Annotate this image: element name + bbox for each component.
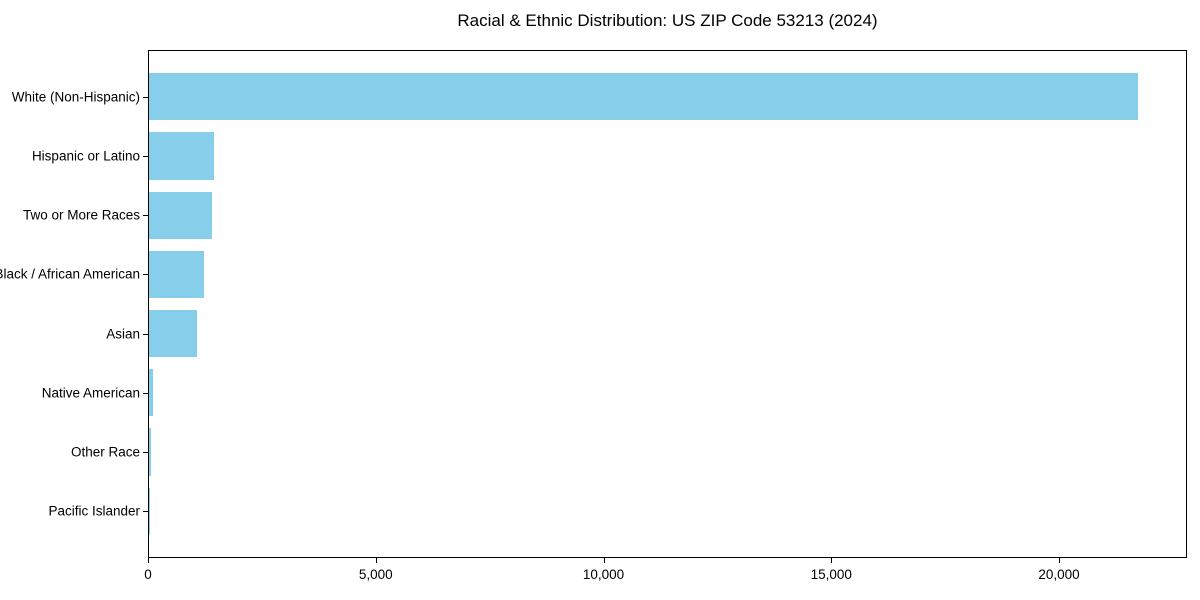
- x-axis-tick: [831, 558, 833, 563]
- x-axis-tick-label: 10,000: [582, 567, 625, 582]
- bar-hispanic-or-latino: [149, 132, 215, 180]
- y-axis-tick: [143, 155, 148, 157]
- x-axis-tick-label: 0: [144, 567, 152, 582]
- x-axis-tick-label: 15,000: [810, 567, 852, 582]
- x-axis-tick-label: 5,000: [358, 567, 393, 582]
- y-axis-tick: [143, 96, 148, 98]
- y-axis-tick: [143, 452, 148, 454]
- y-axis-label: Black / African American: [0, 266, 140, 282]
- y-axis-label: Native American: [41, 385, 140, 401]
- chart-title: Racial & Ethnic Distribution: US ZIP Cod…: [457, 11, 878, 30]
- y-axis-tick: [143, 511, 148, 513]
- bar-white-non-hispanic: [149, 73, 1139, 121]
- y-axis-tick: [143, 215, 148, 217]
- y-axis-tick: [143, 333, 148, 335]
- plot-area: [148, 50, 1187, 558]
- bar-black-african-american: [149, 250, 204, 299]
- y-axis-label: Asian: [106, 326, 140, 342]
- y-axis-label: Pacific Islander: [48, 503, 140, 519]
- y-axis-tick: [143, 392, 148, 394]
- x-axis-tick: [148, 558, 149, 563]
- bar-two-or-more-races: [149, 191, 213, 239]
- y-axis-label: Two or More Races: [22, 207, 140, 223]
- y-axis-label: Hispanic or Latino: [31, 148, 140, 164]
- bar-native-american: [149, 369, 153, 417]
- y-axis-label: White (Non-Hispanic): [11, 89, 140, 105]
- x-axis-tick-label: 20,000: [1038, 567, 1080, 582]
- x-axis-tick: [1059, 558, 1060, 563]
- y-axis-tick: [143, 274, 148, 276]
- x-axis-tick: [375, 558, 377, 563]
- x-axis-tick: [603, 558, 605, 563]
- bar-other-race: [149, 428, 151, 476]
- bar-asian: [149, 309, 197, 358]
- y-axis-label: Other Race: [70, 444, 140, 460]
